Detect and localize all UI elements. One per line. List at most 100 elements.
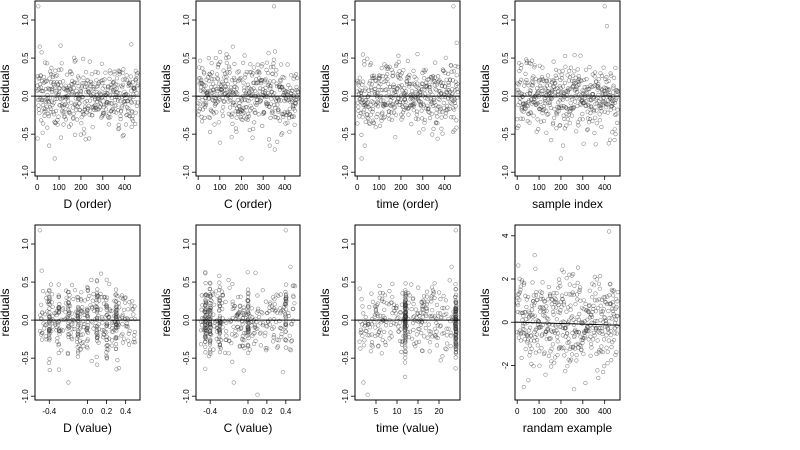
data-point: [100, 78, 105, 83]
data-point: [584, 329, 589, 334]
data-point: [289, 73, 294, 78]
data-point: [280, 131, 285, 136]
data-point: [542, 299, 548, 304]
data-point: [422, 334, 427, 339]
data-point: [94, 90, 99, 95]
data-point: [607, 96, 613, 101]
data-point: [403, 99, 408, 104]
data-point: [553, 67, 559, 72]
data-point: [208, 322, 213, 327]
data-point: [518, 310, 523, 315]
data-point: [111, 79, 116, 84]
data-point: [81, 131, 87, 136]
data-point: [253, 338, 258, 344]
data-point: [85, 315, 90, 320]
y-tick-label: -0.5: [501, 127, 510, 141]
data-point: [378, 290, 383, 296]
data-point: [35, 136, 40, 141]
data-point: [528, 110, 533, 115]
data-point: [403, 360, 408, 365]
data-point: [560, 325, 566, 331]
data-point: [546, 111, 551, 116]
data-point: [235, 97, 240, 103]
data-point: [210, 292, 216, 297]
x-tick-label: 0.2: [261, 407, 273, 416]
data-point: [63, 117, 68, 122]
data-point: [373, 78, 378, 83]
data-point: [47, 356, 52, 362]
data-point: [68, 331, 73, 336]
data-point: [549, 96, 554, 101]
data-point: [413, 307, 418, 312]
data-point: [245, 270, 250, 275]
data-point: [454, 330, 459, 335]
data-point: [524, 297, 529, 302]
data-point: [101, 301, 106, 306]
data-point: [603, 91, 608, 96]
data-point: [534, 290, 539, 295]
data-point: [245, 117, 250, 122]
data-point: [435, 335, 440, 341]
data-point: [604, 24, 610, 29]
data-point: [611, 311, 616, 317]
data-point: [67, 86, 72, 91]
data-point: [283, 228, 288, 233]
data-point: [583, 380, 588, 386]
data-point: [112, 69, 117, 74]
data-point: [39, 330, 45, 336]
data-point: [520, 310, 525, 316]
data-point: [533, 293, 539, 298]
data-point: [432, 295, 437, 301]
data-point: [378, 327, 383, 333]
data-point: [606, 338, 611, 343]
data-point: [215, 72, 220, 77]
data-point: [260, 288, 265, 293]
data-point: [202, 339, 208, 344]
data-point: [123, 122, 129, 127]
y-tick-label: 0.0: [21, 90, 30, 102]
data-point: [127, 300, 132, 305]
data-point: [411, 104, 417, 109]
data-point: [254, 310, 259, 315]
data-point: [246, 111, 251, 116]
data-point: [527, 325, 533, 330]
data-point: [74, 313, 79, 319]
data-point: [605, 361, 610, 366]
data-point: [212, 302, 217, 307]
data-point: [375, 90, 380, 95]
data-point: [613, 65, 618, 70]
data-point: [44, 295, 49, 301]
data-point: [362, 143, 367, 148]
data-point: [118, 99, 123, 104]
data-point: [242, 346, 247, 351]
data-point: [223, 87, 228, 92]
x-tick-label: 200: [554, 183, 568, 192]
data-point: [379, 351, 384, 356]
data-point: [588, 110, 593, 116]
data-point: [405, 75, 410, 80]
data-point: [570, 78, 575, 84]
data-point: [392, 105, 397, 110]
data-point: [207, 347, 213, 352]
data-point: [203, 83, 208, 88]
data-point: [448, 333, 454, 338]
data-point: [393, 135, 398, 140]
data-point: [222, 75, 227, 80]
data-point: [453, 306, 458, 311]
data-point: [564, 106, 570, 111]
y-tick-label: -2: [501, 361, 510, 369]
data-point: [131, 339, 136, 345]
data-point: [539, 290, 545, 295]
data-point: [379, 98, 384, 103]
data-point: [59, 348, 64, 353]
y-tick-label: 0.0: [501, 90, 510, 102]
data-point: [383, 87, 388, 93]
data-point: [129, 316, 134, 322]
data-point: [50, 73, 55, 78]
data-point: [115, 98, 121, 103]
data-point: [267, 143, 272, 148]
data-point: [577, 285, 583, 290]
data-point: [66, 325, 71, 330]
data-point: [565, 73, 570, 78]
data-point: [437, 324, 443, 329]
